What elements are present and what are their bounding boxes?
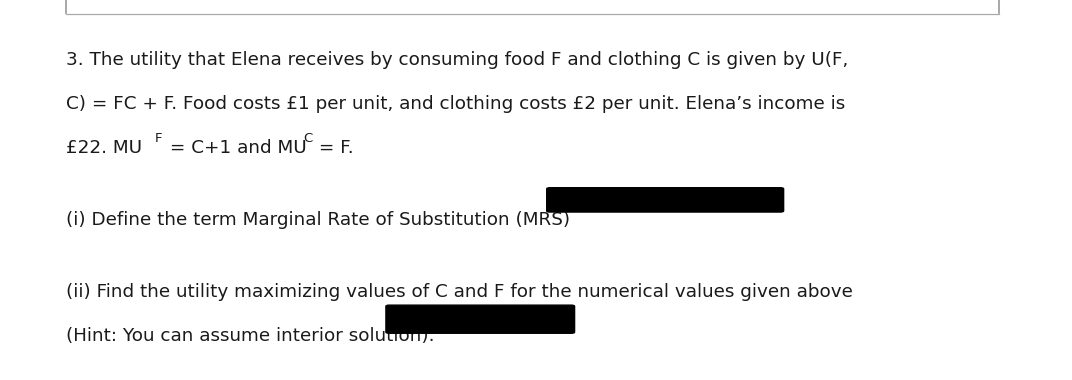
Text: (Hint: You can assume interior solution).: (Hint: You can assume interior solution)… <box>66 327 435 345</box>
Text: = C+1 and MU: = C+1 and MU <box>164 139 307 157</box>
Text: 3. The utility that Elena receives by consuming food F and clothing C is given b: 3. The utility that Elena receives by co… <box>66 51 849 69</box>
Text: = F.: = F. <box>313 139 353 157</box>
Text: C) = FC + F. Food costs £1 per unit, and clothing costs £2 per unit. Elena’s inc: C) = FC + F. Food costs £1 per unit, and… <box>66 95 846 113</box>
FancyBboxPatch shape <box>386 305 575 333</box>
Text: £22. MU: £22. MU <box>66 139 143 157</box>
FancyBboxPatch shape <box>547 188 784 212</box>
Text: C: C <box>303 132 312 145</box>
Text: (i) Define the term Marginal Rate of Substitution (MRS): (i) Define the term Marginal Rate of Sub… <box>66 211 570 229</box>
Text: F: F <box>155 132 162 145</box>
Text: (ii) Find the utility maximizing values of C and F for the numerical values give: (ii) Find the utility maximizing values … <box>66 283 853 301</box>
